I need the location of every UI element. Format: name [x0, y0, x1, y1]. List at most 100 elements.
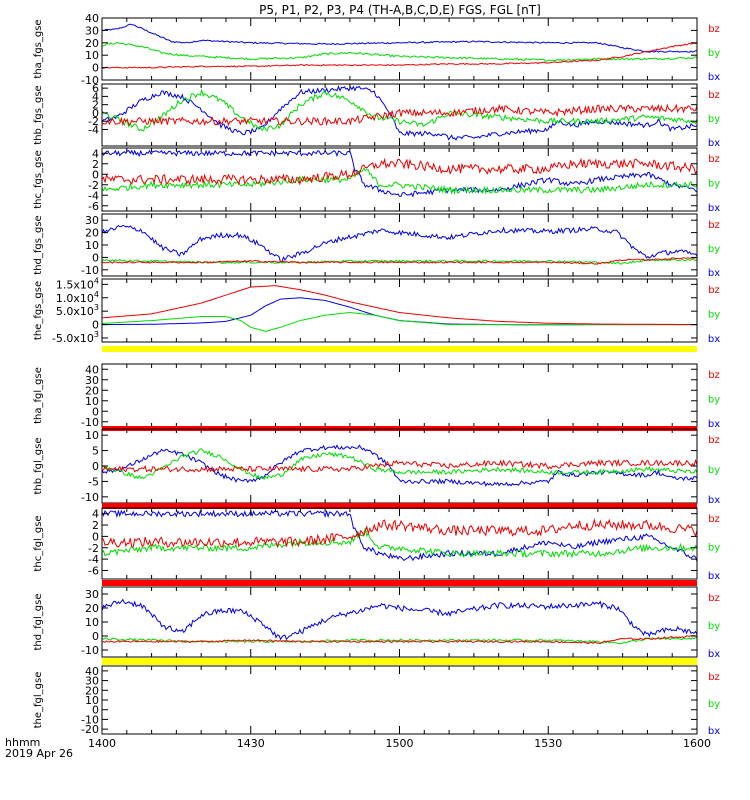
ytick-label: 10 — [85, 429, 99, 442]
series-line-bz — [102, 103, 697, 127]
series-line-by — [102, 41, 697, 62]
ytick-label: 4 — [92, 147, 99, 160]
ytick-label: 5.0x103 — [56, 303, 99, 318]
ytick-label: 30 — [85, 24, 99, 37]
ytick-label: 40 — [85, 12, 99, 25]
legend-bz: bz — [708, 24, 720, 35]
ytick-label: -5.0x103 — [52, 330, 99, 345]
ytick-label: 2 — [92, 158, 99, 171]
legend-bz: bz — [708, 672, 720, 683]
series-group — [102, 598, 697, 645]
series-line-bx — [102, 509, 697, 562]
series-line-by — [102, 527, 697, 559]
series-line-by — [102, 312, 697, 332]
ytick-label: 0 — [92, 62, 99, 75]
series-line-bx — [102, 598, 697, 641]
series-line-bz — [102, 41, 697, 69]
series-line-bz — [102, 518, 697, 549]
ytick-label: 6 — [92, 82, 99, 95]
ytick-label: 30 — [85, 374, 99, 387]
panel-ylabel: thd_fgs_gse — [33, 215, 44, 274]
series-group — [102, 444, 697, 487]
legend-bx: bx — [708, 138, 720, 149]
series-group — [102, 509, 697, 562]
ytick-label: 20 — [85, 684, 99, 697]
ytick-label: -6 — [88, 200, 99, 213]
legend-bz: bz — [708, 593, 720, 604]
ytick-label: -5 — [88, 475, 99, 488]
panel-frame — [101, 363, 698, 428]
series-line-bx — [102, 224, 697, 263]
series-line-bz — [102, 285, 697, 326]
legend-bx: bx — [708, 649, 720, 660]
legend-bz: bz — [708, 370, 720, 381]
series-group — [102, 285, 697, 332]
legend-by: by — [708, 699, 720, 710]
ytick-label: 0 — [92, 168, 99, 181]
legend-by: by — [708, 244, 720, 255]
legend-bz: bz — [708, 514, 720, 525]
ytick-label: -10 — [81, 264, 99, 277]
ytick-label: -20 — [81, 723, 99, 736]
legend-by: by — [708, 114, 720, 125]
ytick-label: -10 — [81, 416, 99, 429]
panel-frame — [101, 665, 698, 735]
ytick-label: 0 — [92, 251, 99, 264]
ytick-label: 0 — [92, 107, 99, 120]
series-line-bx — [102, 444, 697, 487]
legend-by: by — [708, 310, 720, 321]
series-line-bz — [102, 458, 697, 473]
xtick-label: 1530 — [534, 737, 562, 750]
legend-bx: bx — [708, 268, 720, 279]
legend-bx: bx — [708, 495, 720, 506]
panel-ylabel: tha_fgl_gse — [33, 367, 44, 424]
series-line-bx — [102, 23, 697, 53]
legend-by: by — [708, 395, 720, 406]
status-bar — [102, 346, 697, 352]
xtick-label: 1430 — [237, 737, 265, 750]
series-group — [102, 85, 697, 141]
ytick-label: 5 — [92, 445, 99, 458]
xtick-label: 1600 — [683, 737, 711, 750]
series-line-bz — [102, 634, 697, 645]
panel-frame — [101, 17, 698, 81]
series-line-bx — [102, 149, 697, 198]
legend-by: by — [708, 621, 720, 632]
ytick-label: 4 — [92, 508, 99, 521]
panel-ylabel: thc_fgl_gse — [33, 515, 44, 571]
legend-bx: bx — [708, 419, 720, 430]
series-line-by — [102, 448, 697, 481]
ytick-label: 0 — [92, 704, 99, 717]
ytick-label: -4 — [88, 553, 99, 566]
figure-title: P5, P1, P2, P3, P4 (TH-A,B,C,D,E) FGS, F… — [259, 3, 541, 17]
xtick-label: 1500 — [386, 737, 414, 750]
xtick-label: 1400 — [88, 737, 116, 750]
ytick-label: -6 — [88, 564, 99, 577]
ytick-label: -2 — [88, 542, 99, 555]
ytick-label: 10 — [85, 694, 99, 707]
panel-ylabel: thb_fgs_gse — [33, 85, 44, 144]
series-line-bx — [102, 85, 697, 141]
legend-by: by — [708, 179, 720, 190]
ytick-label: 20 — [85, 602, 99, 615]
legend-bx: bx — [708, 72, 720, 83]
legend-bz: bz — [708, 285, 720, 296]
ytick-label: -10 — [81, 644, 99, 657]
series-line-by — [102, 637, 697, 645]
ytick-label: 10 — [85, 239, 99, 252]
ytick-label: 0 — [92, 460, 99, 473]
ytick-label: 30 — [85, 675, 99, 688]
ytick-label: 20 — [85, 37, 99, 50]
panel-frame — [101, 428, 698, 504]
series-line-by — [102, 167, 697, 195]
panel-ylabel: the_fgs_gse — [33, 281, 44, 340]
legend-bx: bx — [708, 726, 720, 737]
